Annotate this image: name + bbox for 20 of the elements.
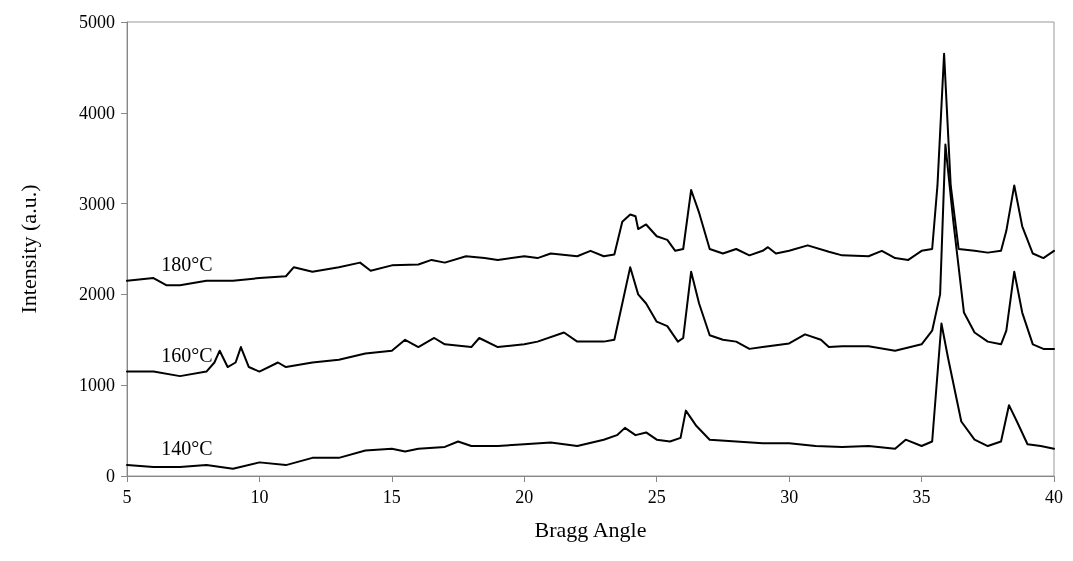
x-tick-label: 15 <box>382 487 401 507</box>
x-tick-label: 30 <box>780 487 799 507</box>
x-axis-title: Bragg Angle <box>534 516 647 542</box>
y-tick-label: 3000 <box>79 193 115 214</box>
y-tick-label: 0 <box>106 466 115 486</box>
y-tick-label: 4000 <box>79 102 115 123</box>
series-label: 140°C <box>161 437 213 460</box>
series-label: 180°C <box>161 252 213 275</box>
x-tick-label: 20 <box>515 487 534 507</box>
x-tick-label: 35 <box>912 487 931 507</box>
y-tick-label: 5000 <box>79 12 115 32</box>
y-tick-label: 2000 <box>79 284 115 305</box>
y-axis-title: Intensity (a.u.) <box>15 184 41 314</box>
y-tick-label: 1000 <box>79 375 115 396</box>
series-label: 160°C <box>161 343 213 366</box>
x-tick-label: 5 <box>122 487 132 507</box>
x-tick-label: 25 <box>647 487 666 507</box>
x-tick-label: 10 <box>250 487 269 507</box>
x-tick-label: 40 <box>1045 487 1063 507</box>
line-series <box>126 322 1055 470</box>
